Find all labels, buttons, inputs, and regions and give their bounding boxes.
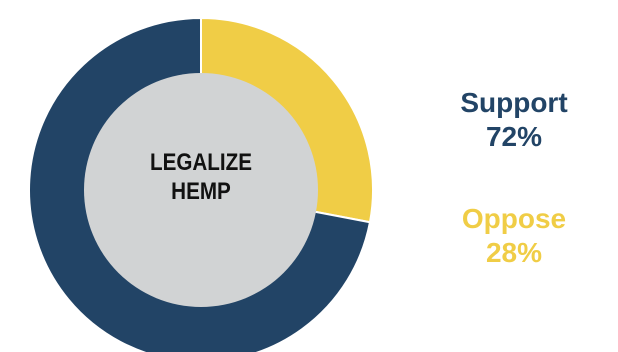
center-label: LEGALIZE HEMP bbox=[115, 148, 287, 206]
legend-support-name: Support bbox=[460, 87, 568, 118]
legend-support-value: 72% bbox=[485, 121, 543, 152]
legend-oppose-value: 28% bbox=[485, 237, 543, 268]
legend-entry-oppose: Oppose 28% bbox=[419, 202, 609, 270]
center-label-line-2: HEMP bbox=[171, 178, 231, 205]
legend-entry-support: Support 72% bbox=[419, 86, 609, 154]
legend-oppose-name: Oppose bbox=[461, 203, 567, 234]
donut-hole bbox=[84, 73, 318, 307]
center-label-line-1: LEGALIZE bbox=[149, 149, 253, 176]
